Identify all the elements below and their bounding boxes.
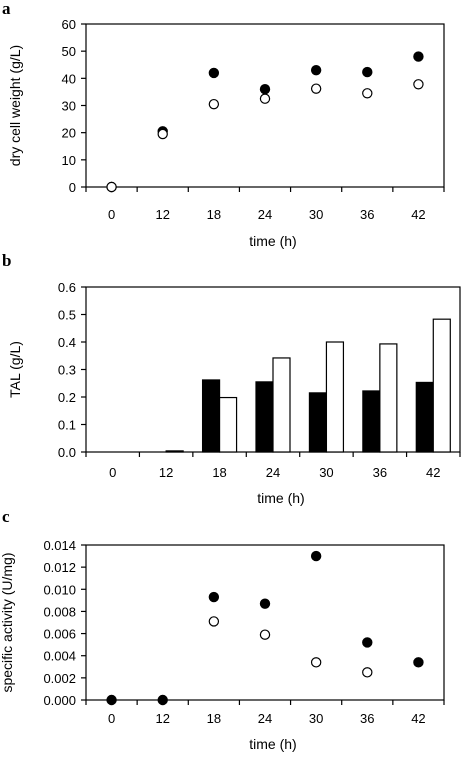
x-tick-label-a: 30 (309, 207, 323, 222)
x-tick-label-a: 0 (108, 207, 115, 222)
x-tick-label-b: 42 (426, 465, 440, 480)
x-tick-label-b: 12 (159, 465, 173, 480)
x-tick-label-c: 36 (360, 711, 374, 726)
open-data-point-a (310, 83, 322, 94)
plot-area-a (85, 23, 445, 188)
y-tick-label-a: 0 (69, 180, 76, 195)
y-tick-label-b: 0.1 (58, 418, 76, 433)
white-bar-b (379, 343, 398, 453)
filled-data-point-c (106, 694, 117, 706)
filled-data-point-c (259, 598, 271, 609)
white-bar-b (272, 357, 291, 453)
x-tick-label-b: 0 (109, 465, 116, 480)
y-tick-label-a: 60 (62, 17, 76, 32)
plot-area-c (85, 544, 445, 701)
open-data-point-a (362, 88, 373, 99)
y-tick-label-b: 0.6 (58, 280, 76, 295)
white-bar-b (432, 318, 451, 453)
y-tick-label-c: 0.006 (43, 627, 76, 642)
x-tick-label-c: 0 (108, 711, 115, 726)
y-tick-label-b: 0.0 (58, 445, 76, 460)
filled-data-point-c (413, 657, 424, 668)
y-tick-label-b: 0.5 (58, 308, 76, 323)
x-tick-label-b: 30 (319, 465, 333, 480)
y-tick-label-c: 0.002 (43, 671, 76, 686)
open-data-point-c (362, 667, 373, 678)
y-tick-label-a: 20 (62, 126, 76, 141)
panel-letter-a: a (2, 0, 11, 18)
y-tick-label-c: 0.008 (43, 604, 76, 619)
filled-data-point-a (362, 66, 373, 78)
x-tick-label-c: 18 (207, 711, 221, 726)
y-axis-label-b: TAL (g/L) (7, 341, 23, 398)
x-tick-label-a: 42 (411, 207, 425, 222)
y-tick-label-b: 0.4 (58, 335, 76, 350)
x-tick-label-c: 12 (155, 711, 169, 726)
x-tick-label-c: 30 (309, 711, 323, 726)
filled-data-point-a (413, 51, 424, 62)
x-tick-label-b: 24 (266, 465, 280, 480)
open-data-point-a (157, 128, 168, 140)
panel-letter-c: c (2, 507, 10, 526)
black-bar-b (255, 381, 274, 453)
filled-data-point-a (208, 67, 220, 79)
white-bar-b (165, 450, 184, 453)
open-data-point-a (259, 93, 271, 104)
x-tick-label-b: 18 (212, 465, 226, 480)
open-data-point-a (106, 181, 117, 193)
filled-data-point-c (310, 550, 322, 562)
y-axis-label-c: specific activity (U/mg) (0, 552, 15, 692)
open-data-point-a (413, 79, 424, 90)
y-tick-label-c: 0.014 (43, 538, 76, 553)
x-tick-label-c: 42 (411, 711, 425, 726)
x-axis-label-c: time (h) (249, 736, 296, 752)
filled-data-point-c (208, 591, 220, 603)
x-tick-label-b: 36 (373, 465, 387, 480)
y-axis-label-a: dry cell weight (g/L) (7, 45, 23, 166)
y-tick-label-b: 0.2 (58, 390, 76, 405)
x-axis-label-a: time (h) (249, 233, 296, 249)
white-bar-b (218, 396, 238, 453)
y-tick-label-a: 50 (62, 44, 76, 59)
open-data-point-c (259, 629, 271, 640)
panel-letter-b: b (2, 251, 11, 270)
white-bar-b (325, 341, 345, 453)
black-bar-b (201, 379, 221, 453)
open-data-point-c (208, 616, 220, 627)
y-tick-label-a: 30 (62, 99, 76, 114)
y-tick-label-c: 0.012 (43, 560, 76, 575)
black-bar-b (308, 392, 328, 453)
x-tick-label-a: 36 (360, 207, 374, 222)
y-tick-label-b: 0.3 (58, 363, 76, 378)
x-tick-label-a: 12 (155, 207, 169, 222)
filled-data-point-c (362, 637, 373, 648)
y-tick-label-a: 40 (62, 71, 76, 86)
filled-data-point-a (310, 64, 322, 76)
x-axis-label-b: time (h) (257, 490, 304, 506)
filled-data-point-a (259, 83, 271, 95)
y-tick-label-c: 0.004 (43, 649, 76, 664)
x-tick-label-a: 18 (207, 207, 221, 222)
y-tick-label-a: 10 (62, 153, 76, 168)
y-tick-label-c: 0.000 (43, 693, 76, 708)
open-data-point-a (208, 98, 220, 110)
black-bar-b (362, 390, 381, 453)
open-data-point-c (310, 657, 322, 668)
y-tick-label-c: 0.010 (43, 582, 76, 597)
filled-data-point-c (157, 694, 168, 706)
black-bar-b (415, 381, 434, 453)
x-tick-label-a: 24 (258, 207, 272, 222)
x-tick-label-c: 24 (258, 711, 272, 726)
